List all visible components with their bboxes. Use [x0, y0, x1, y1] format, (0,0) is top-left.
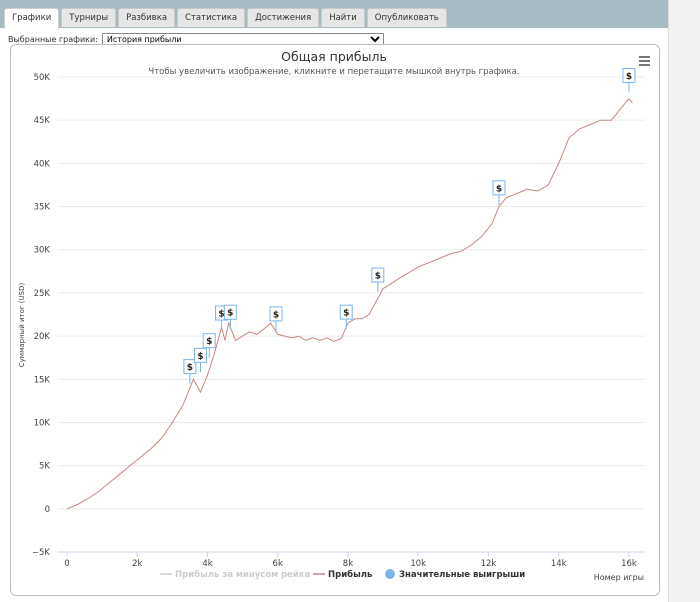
x-tick-label: 10k: [410, 559, 426, 569]
x-tick-label: 12k: [481, 559, 497, 569]
x-tick-label: 0: [64, 559, 69, 569]
big-win-marker[interactable]: $: [492, 180, 506, 205]
chart-selector-label: Выбранные графики:: [8, 34, 98, 44]
right-scroll-rail: [668, 0, 700, 602]
tab-achievements[interactable]: Достижения: [247, 8, 320, 27]
chart-selector-dropdown[interactable]: История прибыли: [101, 33, 384, 45]
y-axis-title: Суммарный итог (USD): [18, 283, 26, 368]
big-win-flag-label: $: [187, 363, 193, 373]
profit-series-line: [66, 97, 633, 510]
big-win-flag: [492, 180, 506, 196]
x-tick-label: 6k: [273, 559, 283, 569]
tab-breakdown[interactable]: Разбивка: [118, 8, 176, 27]
y-tick-label: 25K: [34, 289, 51, 299]
big-win-flag-label: $: [496, 184, 502, 194]
legend-label: Прибыль: [328, 569, 372, 580]
tab-charts[interactable]: Графики: [4, 8, 60, 29]
big-win-marker[interactable]: $: [193, 347, 207, 373]
tab-find[interactable]: Найти: [321, 8, 365, 27]
x-tick-label: 8k: [343, 559, 353, 569]
big-win-flag-label: $: [343, 309, 349, 319]
big-win-flag-label: $: [227, 309, 233, 319]
legend-label: Значительные выигрыши: [399, 570, 525, 580]
y-tick-label: 40K: [34, 159, 51, 169]
y-tick-label: 45K: [34, 116, 51, 126]
legend-item-big-wins[interactable]: Значительные выигрыши: [385, 569, 525, 580]
big-win-flag: [622, 68, 636, 84]
x-tick-label: 4k: [202, 559, 212, 569]
tab-statistics[interactable]: Статистика: [177, 8, 246, 27]
legend-label: Прибыль за минусом рейка: [175, 569, 311, 580]
big-wins-markers: $$$$ $ $ $$$$: [183, 68, 636, 384]
big-win-flag-label: $: [375, 272, 381, 282]
chart-selector-row: Выбранные графики: История прибыли: [8, 33, 384, 45]
grid-lines: [58, 76, 645, 553]
y-tick-label: 0: [45, 505, 50, 515]
y-tick-label: 20K: [34, 332, 51, 342]
y-tick-label: 30K: [34, 246, 51, 256]
big-win-flag-label: $: [626, 72, 632, 82]
x-tick-label: 14k: [551, 559, 567, 569]
chart-title: Общая прибыль: [281, 49, 387, 64]
big-win-marker[interactable]: $: [202, 333, 216, 358]
x-tick-label: 2k: [132, 559, 142, 569]
big-win-flag-label: $: [197, 352, 203, 362]
y-tick-label: −5K: [32, 548, 51, 558]
legend-item-profit-net-rake[interactable]: Прибыль за минусом рейка: [160, 569, 311, 580]
big-win-marker[interactable]: $: [183, 359, 197, 384]
menu-icon[interactable]: [637, 54, 651, 68]
y-tick-label: 10K: [34, 418, 51, 428]
y-tick-label: 50K: [34, 73, 51, 83]
x-axis-title: Номер игры: [594, 573, 644, 582]
big-win-flag-label: $: [273, 310, 279, 320]
y-tick-label: 15K: [34, 375, 51, 385]
chart-subtitle: Чтобы увеличить изображение, кликните и …: [148, 67, 519, 77]
tab-list: Графики Турниры Разбивка Статистика Дост…: [4, 8, 449, 29]
tab-tournaments[interactable]: Турниры: [61, 8, 117, 27]
big-win-flag-label: $: [206, 337, 212, 347]
tab-bar: Графики Турниры Разбивка Статистика Дост…: [0, 0, 700, 29]
y-tick-label: 35K: [34, 203, 51, 213]
big-win-marker[interactable]: $: [371, 267, 385, 293]
big-win-flag: [183, 359, 197, 375]
big-win-marker[interactable]: $: [339, 304, 353, 330]
big-win-marker[interactable]: $: [269, 306, 283, 331]
y-axis: −5K 0 5K 10K 15K 20K 25K 30K 35K 40K 45K 50K: [32, 73, 51, 558]
big-win-flag: [339, 304, 353, 320]
legend: Прибыль за минусом рейка Прибыль Значите…: [160, 569, 525, 580]
tab-publish[interactable]: Опубликовать: [366, 8, 447, 27]
big-win-flag-label: $: [218, 310, 224, 320]
y-tick-label: 5K: [39, 462, 50, 472]
big-win-marker[interactable]: $: [622, 68, 636, 93]
x-axis: 0 2k 4k 6k 8k 10k 12k 14k 16k: [58, 551, 645, 569]
big-win-marker[interactable]: $: [223, 304, 237, 330]
legend-item-profit[interactable]: Прибыль: [313, 569, 372, 580]
big-win-flag: [223, 304, 237, 320]
big-win-flag: [193, 347, 207, 363]
big-win-flag: [269, 306, 283, 322]
x-tick-label: 16k: [621, 559, 637, 569]
big-win-flag: [371, 267, 385, 283]
chart-container: [10, 44, 660, 596]
big-win-flag: [202, 333, 216, 349]
